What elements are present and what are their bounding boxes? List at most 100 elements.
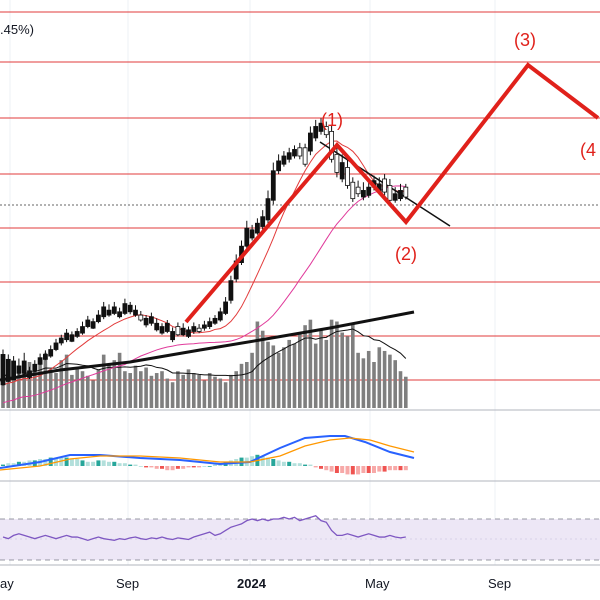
macd-histogram-bar	[313, 466, 318, 468]
volume-bar	[223, 382, 228, 408]
macd-histogram-bar	[181, 466, 186, 469]
wave-label: (2)	[395, 244, 417, 264]
candle-down	[122, 303, 128, 314]
volume-bars	[1, 319, 408, 408]
volume-ma-line	[2, 328, 407, 379]
macd-histogram-bar	[350, 466, 355, 475]
volume-bar	[276, 352, 281, 408]
volume-bar	[48, 369, 53, 408]
candle-down	[292, 149, 297, 157]
candle-down	[249, 229, 255, 239]
macd-histogram-bar	[75, 459, 80, 466]
macd-histogram-bar	[138, 466, 143, 467]
candle-down	[74, 331, 80, 337]
candle-up	[355, 186, 361, 195]
rsi-panel	[0, 514, 600, 561]
volume-bar	[186, 369, 191, 408]
volume-bar	[255, 321, 260, 408]
macd-histogram-bar	[160, 466, 164, 469]
candle-down	[366, 186, 372, 196]
macd-histogram-bar	[382, 466, 387, 472]
candle-down	[286, 152, 292, 160]
macd-histogram-bar	[266, 457, 270, 466]
volume-bar	[345, 336, 350, 408]
candle-down	[16, 365, 22, 374]
volume-bar	[308, 319, 313, 408]
volume-bar	[59, 360, 64, 408]
candle-up	[323, 126, 329, 136]
candle-down	[159, 326, 165, 334]
volume-bar	[313, 343, 318, 408]
volume-bar	[133, 365, 138, 408]
volume-bar	[282, 347, 286, 408]
volume-bar	[75, 369, 79, 408]
macd-histogram-bar	[276, 460, 281, 466]
macd-histogram-bar	[16, 461, 21, 466]
volume-bar	[202, 380, 207, 408]
candle-down	[260, 216, 266, 227]
volume-bar	[17, 371, 21, 408]
x-tick-label: May	[365, 576, 390, 591]
candle-down	[85, 319, 91, 327]
volume-bar	[112, 360, 117, 408]
candle-down	[281, 155, 287, 165]
candle-down	[90, 321, 96, 329]
candle-down	[106, 309, 112, 316]
volume-bar	[107, 363, 111, 408]
candle-down	[96, 314, 101, 323]
volume-bar	[139, 371, 143, 408]
candle-down	[276, 160, 282, 172]
volume-bar	[388, 354, 392, 408]
macd-histogram-bar	[69, 459, 74, 466]
ma-long-line	[2, 185, 406, 404]
candle-down	[64, 332, 69, 341]
macd-histogram-bar	[112, 461, 117, 466]
candle-down	[111, 306, 117, 314]
rsi-line	[2, 514, 406, 542]
candle-down	[318, 122, 324, 132]
macd-histogram-bar	[213, 464, 217, 466]
macd-histogram-bar	[403, 466, 408, 471]
candle-up	[297, 147, 303, 157]
x-tick-label: ay	[0, 576, 14, 591]
volume-bar	[64, 354, 69, 408]
volume-bar	[207, 373, 212, 408]
volume-bar	[144, 367, 148, 408]
macd-histogram-bar	[122, 463, 127, 466]
volume-bar	[229, 374, 233, 408]
volume-bar	[128, 373, 132, 408]
macd-histogram-bar	[149, 466, 154, 468]
macd-histogram-bar	[202, 466, 207, 467]
volume-bar	[329, 319, 334, 408]
candle-down	[392, 193, 398, 201]
volume-bar	[260, 330, 265, 408]
volume-bar	[91, 380, 95, 408]
candle-down	[254, 222, 260, 234]
volume-bar	[192, 373, 196, 408]
volume-bar	[234, 371, 238, 408]
volume-bar	[213, 376, 217, 408]
volume-bar	[149, 375, 154, 408]
candle-down	[212, 317, 218, 324]
macd-histogram-bar	[101, 460, 106, 466]
candle-up	[345, 167, 350, 186]
candle-down	[307, 132, 313, 152]
candle-down	[186, 329, 191, 337]
macd-histogram-bar	[356, 466, 361, 475]
macd-histogram-bar	[96, 460, 101, 466]
macd-histogram-bar	[319, 466, 323, 469]
macd-histogram-bar	[329, 466, 334, 472]
macd-histogram-bar	[260, 456, 265, 466]
candle-up	[302, 147, 308, 165]
macd-histogram-bar	[91, 461, 96, 466]
candle-down	[201, 324, 207, 329]
volume-bar	[404, 376, 408, 408]
candle-down	[223, 301, 229, 314]
candle-up	[196, 327, 202, 332]
volume-bar	[80, 371, 85, 408]
candle-down	[5, 358, 11, 382]
candle-down	[244, 227, 250, 247]
volume-bar	[287, 339, 291, 408]
volume-bar	[340, 332, 344, 408]
macd-histogram-bar	[11, 463, 16, 466]
